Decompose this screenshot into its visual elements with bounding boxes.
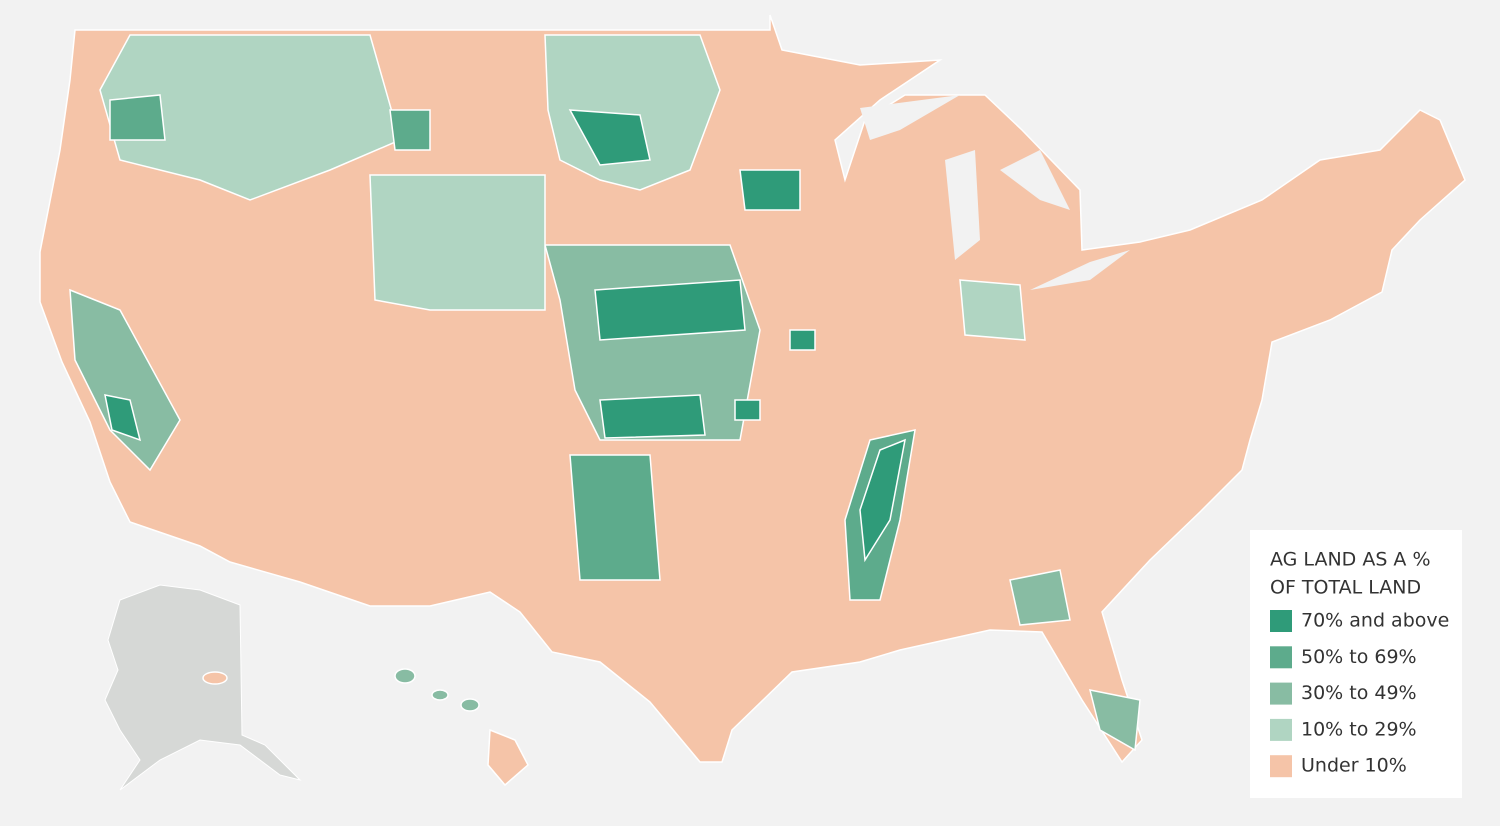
montana-region — [99, 34, 401, 201]
legend-label: 10% to 29% — [1301, 718, 1417, 740]
legend-swatch — [1270, 718, 1292, 741]
hawaii-island — [431, 689, 449, 701]
central-valley — [104, 394, 142, 442]
hawaii-island — [487, 728, 529, 787]
alaska-region — [202, 671, 228, 685]
legend-label: 30% to 49% — [1301, 682, 1417, 704]
alaska — [104, 584, 302, 791]
legend-swatch — [1270, 755, 1292, 778]
northwest-core — [109, 94, 431, 151]
legend-title: AG LAND AS A % — [1270, 549, 1431, 571]
legend-swatch — [1270, 610, 1292, 632]
legend-swatch — [1270, 682, 1292, 705]
midwest-region — [959, 279, 1026, 341]
legend-label: 70% and above — [1301, 610, 1449, 632]
georgia-region — [1009, 569, 1071, 626]
wyoming-region — [369, 174, 546, 311]
florida-region — [1088, 689, 1141, 752]
lake — [860, 95, 1130, 290]
legend: AG LAND AS A % OF TOTAL LAND 70% and above… — [1250, 530, 1462, 798]
hawaii-island — [394, 668, 416, 684]
plains-core — [594, 279, 746, 439]
texas-panhandle — [569, 454, 661, 581]
legend-swatch — [1270, 646, 1292, 669]
legend-label: 50% to 69% — [1301, 646, 1417, 668]
dakota-region — [568, 109, 651, 166]
county-cluster — [734, 169, 816, 421]
hawaii-island — [460, 698, 480, 712]
legend-title: OF TOTAL LAND — [1270, 577, 1421, 599]
delta-core — [859, 438, 906, 563]
california-region — [69, 288, 181, 472]
dakota-region — [544, 34, 721, 191]
legend-label: Under 10% — [1301, 755, 1407, 777]
